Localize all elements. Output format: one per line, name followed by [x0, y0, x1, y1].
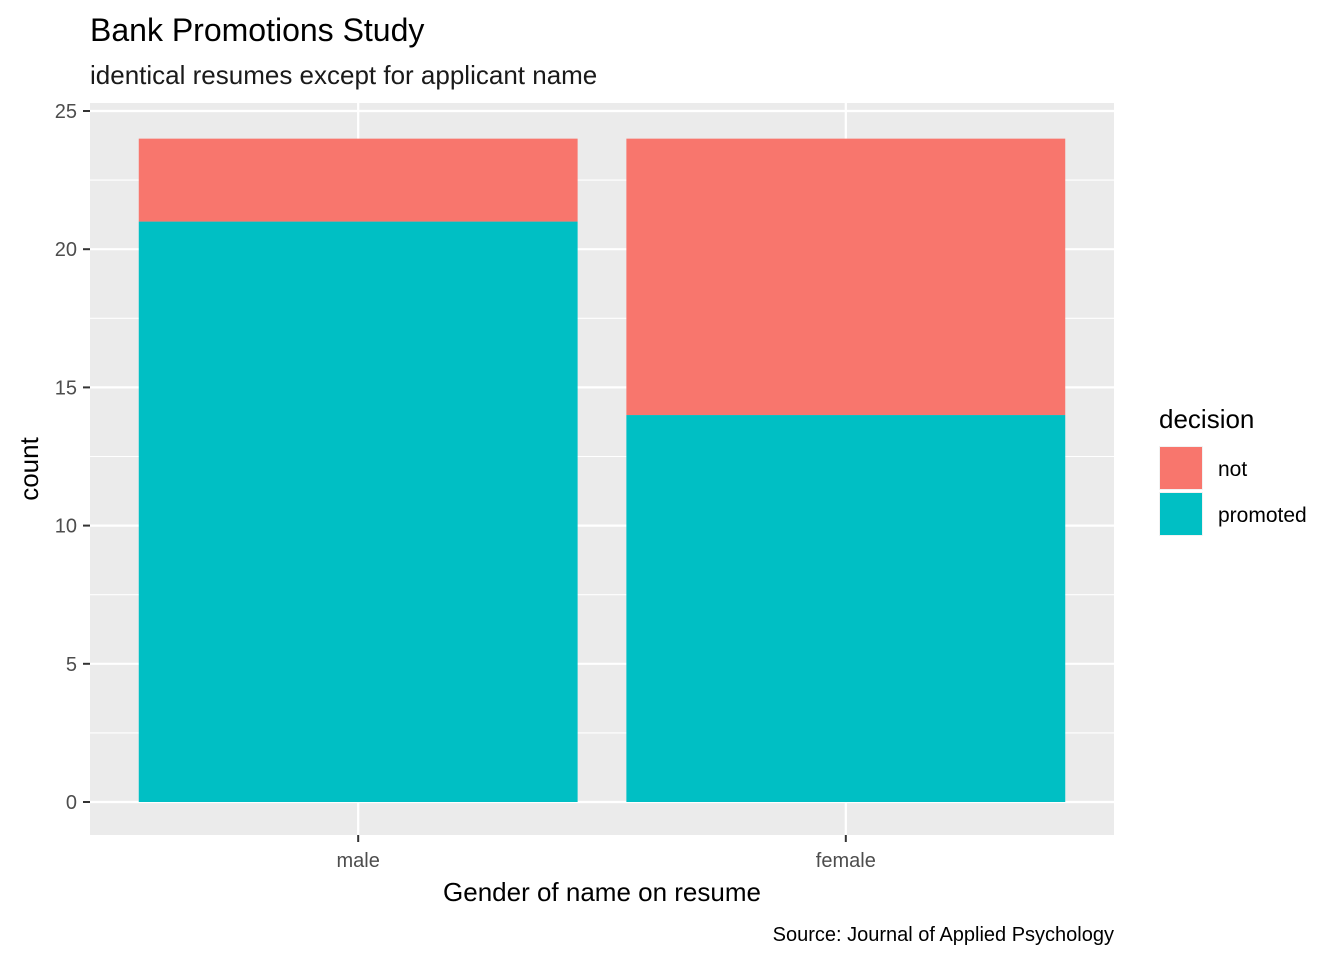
bar-male-not: [138, 138, 578, 222]
x-tick-label: male: [337, 850, 380, 872]
y-tick-label: 10: [55, 516, 77, 538]
y-axis: 0 5 10 15 20 25: [55, 101, 90, 814]
legend: decision not promoted: [1159, 404, 1307, 536]
y-axis-title: count: [14, 436, 44, 500]
chart-subtitle: identical resumes except for applicant n…: [90, 60, 597, 90]
bars: [138, 138, 1066, 802]
chart-title: Bank Promotions Study: [90, 12, 424, 48]
chart-caption: Source: Journal of Applied Psychology: [773, 924, 1114, 946]
legend-title: decision: [1159, 404, 1254, 434]
y-tick-label: 20: [55, 239, 77, 261]
y-tick-label: 25: [55, 101, 77, 123]
bar-male-promoted: [138, 221, 578, 802]
bar-female-not: [626, 138, 1066, 416]
x-axis: male female: [337, 835, 876, 872]
x-axis-title: Gender of name on resume: [443, 877, 761, 907]
legend-swatch-promoted: [1160, 493, 1202, 535]
legend-label-not: not: [1218, 458, 1247, 481]
y-tick-label: 0: [66, 792, 77, 814]
legend-swatch-not: [1160, 447, 1202, 489]
x-tick-label: female: [816, 850, 876, 872]
bar-female-promoted: [626, 415, 1066, 802]
legend-label-promoted: promoted: [1218, 504, 1307, 527]
y-tick-label: 5: [66, 654, 77, 676]
y-tick-label: 15: [55, 377, 77, 399]
